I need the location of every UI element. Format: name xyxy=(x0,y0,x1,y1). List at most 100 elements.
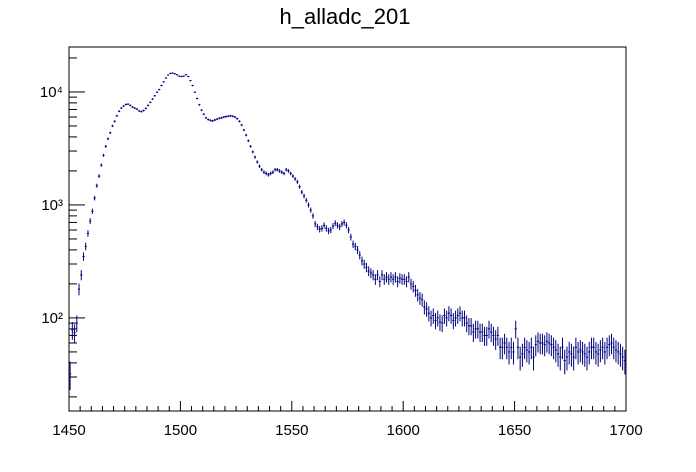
data-point xyxy=(267,172,270,177)
data-point xyxy=(454,310,457,327)
data-point xyxy=(568,341,571,365)
data-point xyxy=(323,222,326,229)
data-point xyxy=(191,84,194,87)
data-point xyxy=(86,230,90,237)
data-point xyxy=(510,337,513,360)
data-point xyxy=(209,119,212,122)
data-point xyxy=(140,110,143,113)
data-point xyxy=(487,320,491,339)
data-point xyxy=(198,103,201,106)
data-point xyxy=(374,274,377,285)
data-point xyxy=(499,337,502,360)
data-point xyxy=(343,219,346,226)
data-point xyxy=(605,337,609,360)
data-point xyxy=(102,153,105,157)
data-point xyxy=(416,289,419,302)
data-point xyxy=(516,337,520,360)
data-point xyxy=(597,343,600,367)
data-point xyxy=(363,259,366,269)
data-point xyxy=(227,115,230,118)
data-point xyxy=(409,278,413,290)
data-point xyxy=(481,323,484,343)
data-point xyxy=(340,220,344,227)
data-point xyxy=(224,115,228,118)
data-point xyxy=(178,75,181,77)
data-point xyxy=(69,361,72,391)
data-point xyxy=(572,346,575,371)
data-point xyxy=(305,197,308,203)
data-point xyxy=(82,252,85,261)
data-point xyxy=(421,293,424,307)
data-point xyxy=(407,272,410,283)
data-point xyxy=(601,337,604,360)
data-point xyxy=(436,310,439,327)
data-point xyxy=(138,109,141,112)
data-point xyxy=(302,193,306,199)
data-point xyxy=(311,213,315,219)
data-point xyxy=(561,337,564,360)
data-point xyxy=(360,256,364,266)
data-point xyxy=(527,341,531,365)
data-point xyxy=(394,272,397,283)
data-point xyxy=(483,326,486,346)
data-points xyxy=(69,72,626,391)
data-point xyxy=(265,171,268,176)
data-point xyxy=(450,308,453,324)
data-point xyxy=(434,312,437,330)
data-point xyxy=(153,94,156,97)
data-point xyxy=(623,349,626,375)
data-point xyxy=(608,335,611,357)
data-point xyxy=(385,272,388,283)
data-point xyxy=(474,320,477,339)
data-point xyxy=(111,124,114,128)
x-tick-label: 1650 xyxy=(498,422,531,439)
data-point xyxy=(271,170,274,174)
data-point xyxy=(80,270,83,281)
data-point xyxy=(603,341,606,365)
data-point xyxy=(521,343,524,367)
data-point xyxy=(104,145,107,148)
data-point xyxy=(247,139,250,143)
data-point xyxy=(541,333,544,355)
data-point xyxy=(494,330,497,350)
data-point xyxy=(187,75,190,78)
data-point xyxy=(238,120,241,123)
data-point xyxy=(253,155,257,159)
data-point xyxy=(443,308,446,324)
data-point xyxy=(327,227,330,235)
data-point xyxy=(129,104,132,107)
data-point xyxy=(289,171,292,176)
data-point xyxy=(309,207,312,213)
data-point xyxy=(617,341,620,365)
data-point xyxy=(507,341,511,365)
data-point xyxy=(354,242,357,251)
data-point xyxy=(458,306,462,322)
data-point xyxy=(585,346,589,371)
data-point xyxy=(100,163,103,167)
x-axis: 1450 1500 1550 1600 1650 1700 xyxy=(52,401,643,439)
data-point xyxy=(242,128,245,132)
data-point xyxy=(496,326,499,346)
data-point xyxy=(124,103,127,106)
data-point xyxy=(463,310,466,327)
data-point xyxy=(532,346,535,371)
data-point xyxy=(376,270,379,281)
data-point xyxy=(231,115,234,118)
data-point xyxy=(71,321,74,340)
data-point xyxy=(211,119,214,122)
data-point xyxy=(432,308,435,324)
data-point xyxy=(260,168,263,172)
data-point xyxy=(501,337,504,360)
data-point xyxy=(93,195,96,201)
data-point xyxy=(180,75,183,78)
data-point xyxy=(383,274,386,285)
data-point xyxy=(146,104,150,107)
data-point xyxy=(610,333,613,355)
data-point xyxy=(251,150,254,154)
data-point xyxy=(552,337,555,360)
data-point xyxy=(120,107,123,110)
data-point xyxy=(590,337,593,360)
data-point xyxy=(118,110,121,113)
data-point xyxy=(109,131,112,135)
data-point xyxy=(155,91,159,93)
